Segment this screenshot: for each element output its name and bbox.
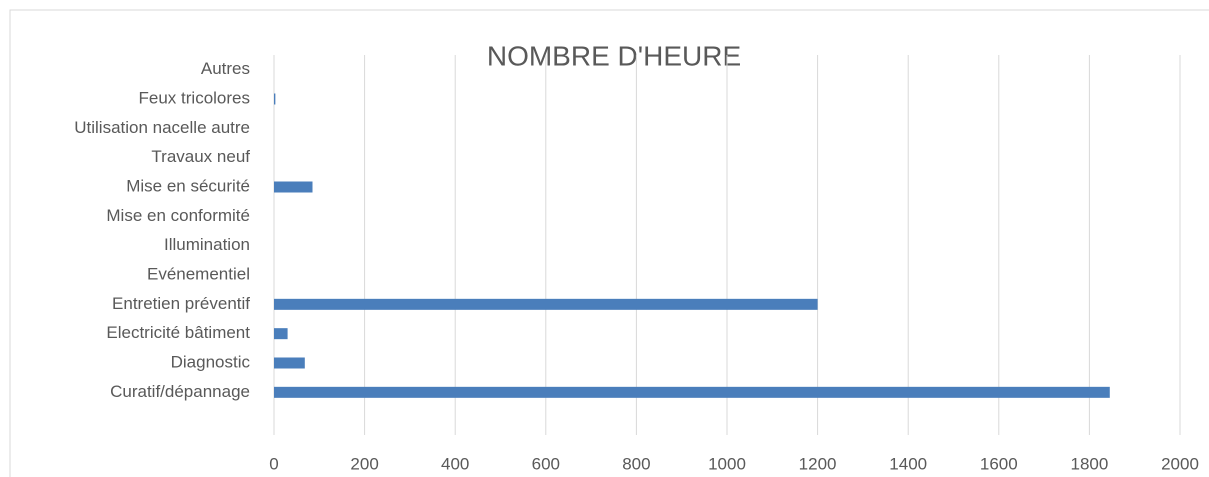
x-tick-label: 800 [622, 454, 650, 473]
x-tick-label: 600 [532, 454, 560, 473]
y-tick-label: Travaux neuf [151, 147, 250, 166]
y-tick-label: Illumination [164, 235, 250, 254]
y-tick-label: Autres [201, 59, 250, 78]
x-tick-label: 0 [269, 454, 278, 473]
bar [274, 328, 288, 340]
y-tick-label: Mise en sécurité [126, 176, 250, 195]
x-tick-label: 1000 [708, 454, 746, 473]
y-tick-label: Curatif/dépannage [110, 382, 250, 401]
chart-title: NOMBRE D'HEURE [487, 40, 741, 71]
x-tick-label: 400 [441, 454, 469, 473]
y-tick-label: Utilisation nacelle autre [74, 118, 250, 137]
x-tick-label: 1800 [1070, 454, 1108, 473]
x-tick-label: 2000 [1161, 454, 1199, 473]
x-tick-label: 1400 [889, 454, 927, 473]
bar [274, 386, 1110, 398]
bar [274, 181, 313, 193]
y-tick-label: Evénementiel [147, 264, 250, 283]
bar [274, 298, 818, 310]
y-tick-label: Diagnostic [171, 352, 251, 371]
chart-border [9, 9, 1209, 477]
y-tick-label: Mise en conformité [106, 206, 250, 225]
y-tick-label: Electricité bâtiment [106, 323, 250, 342]
bar [274, 357, 305, 369]
x-tick-label: 200 [350, 454, 378, 473]
x-tick-label: 1600 [980, 454, 1018, 473]
bar [274, 93, 276, 105]
y-tick-label: Feux tricolores [139, 88, 250, 107]
x-tick-label: 1200 [799, 454, 837, 473]
y-tick-label: Entretien préventif [112, 294, 250, 313]
